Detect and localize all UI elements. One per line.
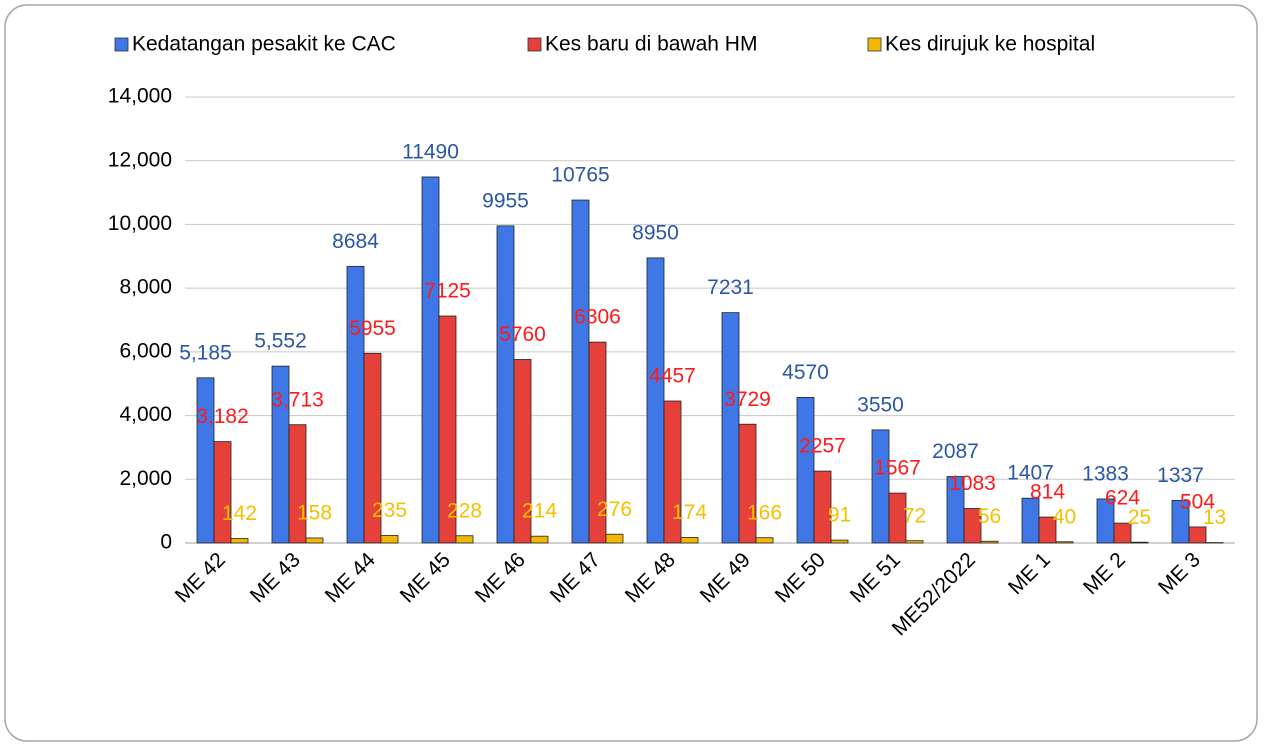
data-label: 276	[597, 498, 632, 521]
bar	[197, 378, 214, 543]
bar	[1131, 542, 1148, 543]
data-label: 158	[297, 502, 332, 525]
data-label: 40	[1053, 505, 1076, 528]
data-label: 1083	[949, 472, 996, 495]
data-label: 10765	[551, 164, 609, 187]
data-label: 7125	[424, 280, 471, 303]
data-label: 3,713	[271, 388, 324, 411]
bar	[572, 200, 589, 543]
legend-label: Kedatangan pesakit ke CAC	[132, 33, 396, 56]
bar	[797, 397, 814, 543]
data-label: 166	[747, 501, 782, 524]
data-label: 56	[978, 505, 1001, 528]
y-tick-label: 14,000	[108, 85, 172, 108]
data-label: 235	[372, 499, 407, 522]
data-label: 1337	[1157, 464, 1204, 487]
legend-label: Kes baru di bawah HM	[545, 33, 757, 56]
legend-swatch	[115, 38, 128, 51]
data-label: 2257	[799, 435, 846, 458]
y-tick-label: 10,000	[108, 212, 172, 235]
bar	[831, 540, 848, 543]
bar	[606, 534, 623, 543]
data-label: 5760	[499, 323, 546, 346]
data-label: 2087	[932, 440, 979, 463]
data-label: 9955	[482, 189, 529, 212]
bar	[214, 442, 231, 543]
data-label: 814	[1030, 481, 1065, 504]
data-label: 5955	[349, 317, 396, 340]
y-tick-label: 4,000	[119, 403, 172, 426]
bar	[739, 424, 756, 543]
bar	[497, 226, 514, 543]
bar	[306, 538, 323, 543]
data-label: 1383	[1082, 462, 1129, 485]
data-label: 4457	[649, 365, 696, 388]
legend-label: Kes dirujuk ke hospital	[885, 33, 1095, 56]
bar	[1189, 527, 1206, 543]
bar	[422, 177, 439, 543]
bar	[381, 536, 398, 543]
bar	[906, 541, 923, 543]
data-label: 7231	[707, 276, 754, 299]
data-label: 13	[1203, 506, 1226, 529]
y-tick-label: 12,000	[108, 148, 172, 171]
data-label: 3729	[724, 388, 771, 411]
data-label: 3,182	[196, 405, 249, 428]
bar	[456, 536, 473, 543]
bar	[231, 538, 248, 543]
data-label: 5,552	[254, 330, 307, 353]
bar	[289, 425, 306, 543]
data-label: 25	[1128, 506, 1151, 529]
bar	[681, 537, 698, 543]
legend-swatch	[868, 38, 881, 51]
data-label: 6306	[574, 306, 621, 329]
y-tick-label: 8,000	[119, 276, 172, 299]
data-label: 142	[222, 502, 257, 525]
bar	[1056, 542, 1073, 543]
data-label: 4570	[782, 361, 829, 384]
bar	[756, 538, 773, 543]
data-label: 5,185	[179, 341, 232, 364]
bar	[347, 266, 364, 543]
bar	[981, 541, 998, 543]
bar	[872, 430, 889, 543]
data-label: 174	[672, 501, 707, 524]
data-label: 8684	[332, 230, 379, 253]
chart-frame	[5, 5, 1257, 741]
data-label: 8950	[632, 221, 679, 244]
data-label: 72	[903, 504, 926, 527]
bar	[1022, 498, 1039, 543]
data-label: 11490	[402, 141, 459, 164]
legend-swatch	[528, 38, 541, 51]
y-tick-label: 6,000	[119, 339, 172, 362]
data-label: 1567	[874, 457, 921, 480]
y-tick-label: 2,000	[119, 467, 172, 490]
bar	[647, 258, 664, 543]
data-label: 91	[828, 504, 851, 527]
y-tick-label: 0	[160, 531, 172, 554]
data-label: 214	[522, 500, 557, 523]
data-label: 3550	[857, 393, 904, 416]
data-label: 228	[447, 499, 482, 522]
bar	[722, 313, 739, 543]
bar	[531, 536, 548, 543]
